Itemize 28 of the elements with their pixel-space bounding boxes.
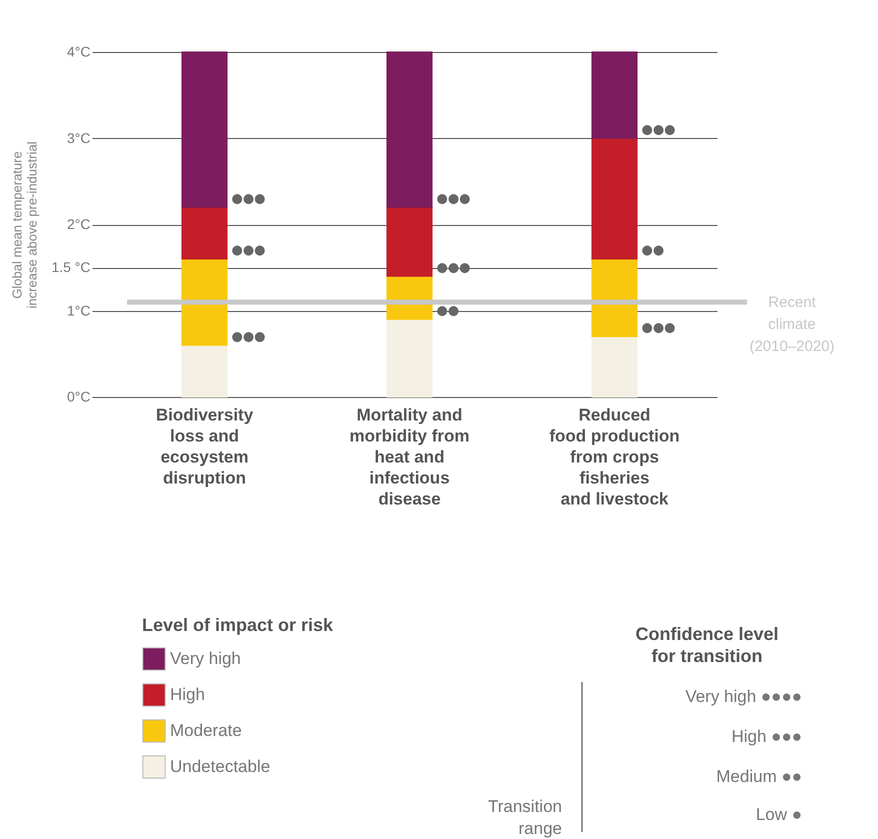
text: High ●●● [732,727,802,746]
annotation: ●● [642,243,664,258]
annotation: ●●● [232,243,266,258]
legend-label: High [170,685,205,704]
text: Medium ●● [716,767,802,786]
y-tick-label: 4°C [67,44,90,60]
legend-label: Moderate [170,721,242,740]
legend-label: Undetectable [170,757,270,776]
legend-label: Very high [170,649,241,668]
x-tick-label: Biodiversity loss and ecosystem disruption [156,406,254,488]
annotation: ●●● [232,191,266,206]
y-axis-title: Global mean temperature increase above pre-industrial [9,141,40,308]
text: Low ● [756,805,802,824]
legend-title: Level of impact or risk [142,615,334,635]
y-tick-label: 2°C [67,216,90,232]
annotation: ●●● [436,191,471,206]
y-tick-label: 1.5 °C [51,259,90,276]
y-tick-label: 3°C [67,130,90,146]
x-tick-label: Reduced food production from crops fisheries and livestock [549,406,680,508]
text: Transition range [488,797,562,838]
text: Very high ●●●● [685,687,802,706]
x-tick-label: Mortality and morbidity from heat and infectious disease [350,406,470,508]
text: Confidence level for transition [635,624,779,666]
y-tick-label: 1°C [67,302,90,318]
annotation: ●●● [642,122,676,138]
annotation: ●●● [642,320,676,336]
annotation: ●●● [232,329,266,344]
y-tick-label: 0°C [67,388,90,404]
